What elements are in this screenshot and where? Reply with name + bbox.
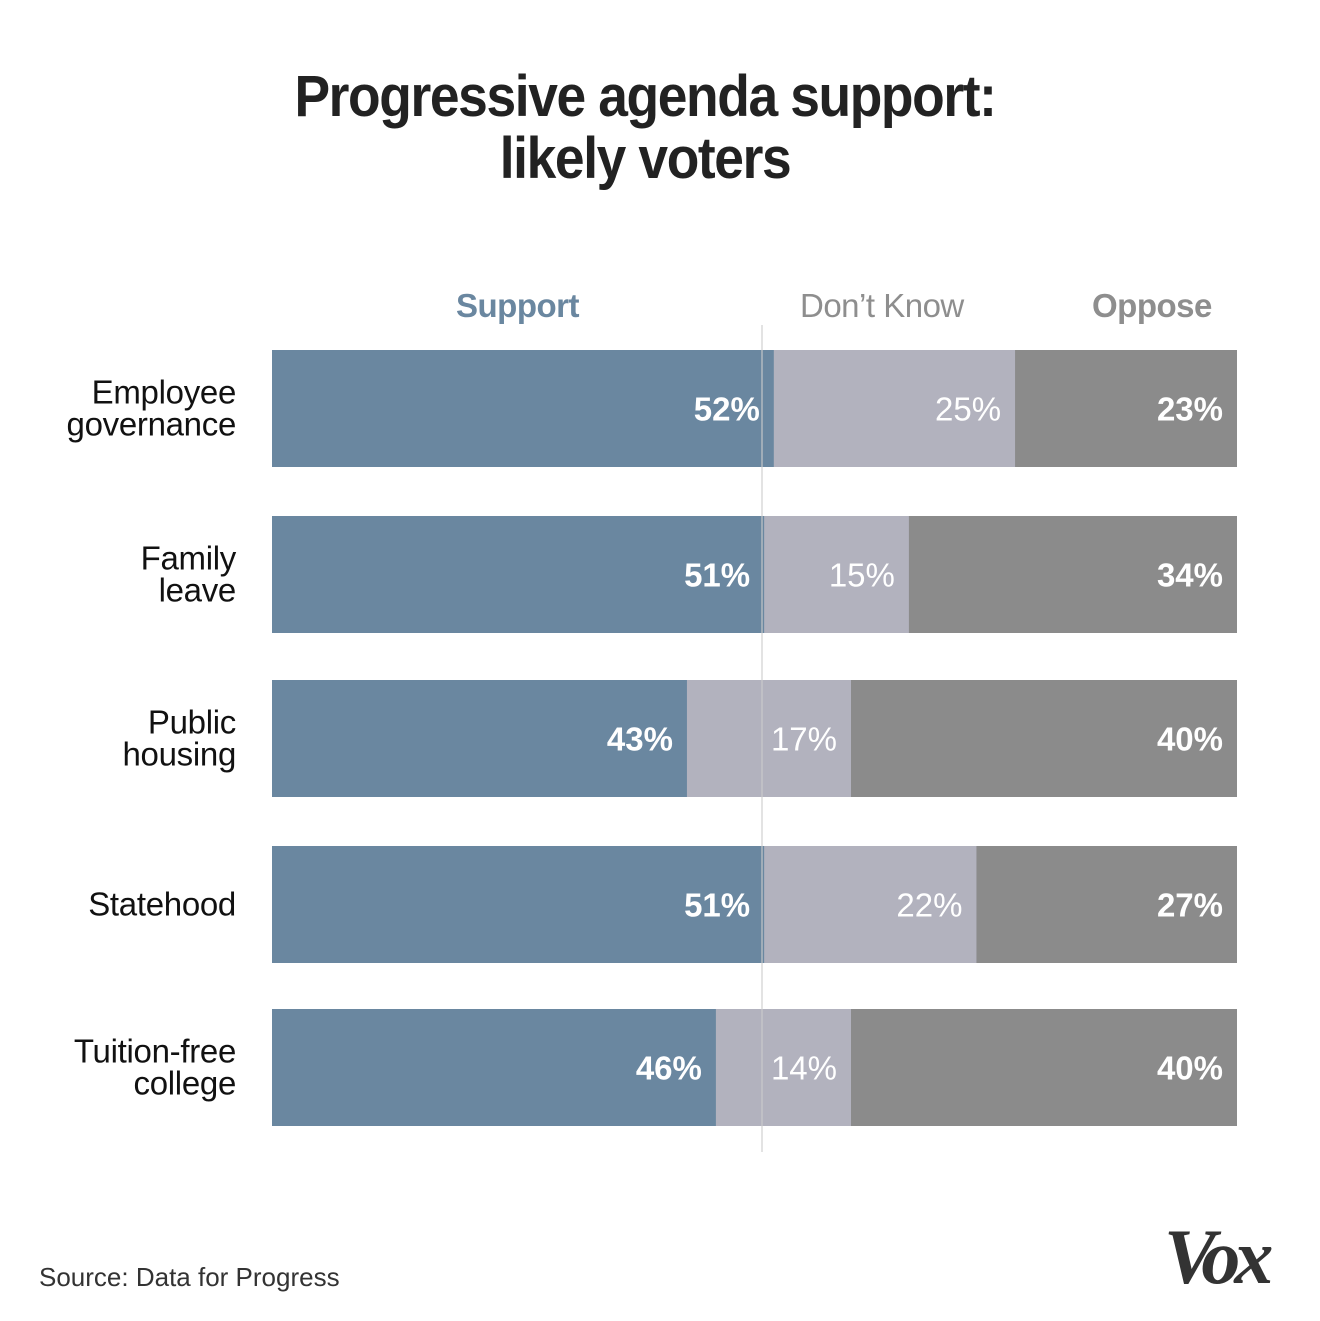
value-label-support: 51% <box>684 887 750 924</box>
category-label-line: governance <box>67 406 236 443</box>
bar-row-family-leave: 51% 15% 34% Family leave <box>141 516 1237 633</box>
value-label-don-t-know: 17% <box>771 721 837 758</box>
bar-row-statehood: 51% 22% 27% Statehood <box>88 846 1237 963</box>
bar-segment-oppose <box>976 846 1237 963</box>
value-label-oppose: 34% <box>1157 557 1223 594</box>
category-label: Tuition-free college <box>74 1033 236 1102</box>
legend-support: Support <box>456 287 579 324</box>
bar-segment-support <box>272 680 688 797</box>
value-label-oppose: 23% <box>1157 391 1223 428</box>
bar-row-employee-governance: 52% 25% 23% Employee governance <box>67 350 1237 467</box>
value-label-support: 52% <box>694 391 760 428</box>
value-label-oppose: 40% <box>1157 1050 1223 1087</box>
bar-segment-don-t-know <box>764 846 977 963</box>
bar-row-tuition-free-college: 46% 14% 40% Tuition-free college <box>74 1009 1237 1126</box>
bar-row-public-housing: 43% 17% 40% Public housing <box>123 680 1237 797</box>
value-label-oppose: 27% <box>1157 887 1223 924</box>
source-note: Source: Data for Progress <box>39 1262 340 1292</box>
bar-segment-oppose <box>851 680 1237 797</box>
bar-segment-oppose <box>908 516 1237 633</box>
bar-segment-oppose <box>851 1009 1237 1126</box>
vox-logo: Vox <box>1164 1213 1273 1300</box>
category-label-line: college <box>134 1065 236 1102</box>
category-label-line: Family <box>141 540 237 577</box>
category-label: Statehood <box>88 886 236 923</box>
category-label: Employee governance <box>67 374 236 443</box>
category-label-line: Employee <box>92 374 236 411</box>
bar-segment-don-t-know <box>715 1009 852 1126</box>
category-label-line: leave <box>159 572 236 609</box>
category-label: Family leave <box>141 540 237 609</box>
legend-oppose: Oppose <box>1092 287 1212 324</box>
category-label: Public housing <box>123 704 237 773</box>
bar-segment-support <box>272 350 775 467</box>
value-label-don-t-know: 14% <box>771 1050 837 1087</box>
chart-title-line-1: Progressive agenda support: <box>294 64 996 129</box>
value-label-don-t-know: 25% <box>935 391 1001 428</box>
category-label-line: Statehood <box>88 886 236 923</box>
bar-segment-support <box>272 1009 717 1126</box>
value-label-oppose: 40% <box>1157 721 1223 758</box>
bar-segment-oppose <box>1015 350 1237 467</box>
value-label-support: 51% <box>684 557 750 594</box>
legend-dont-know: Don’t Know <box>800 287 964 324</box>
category-label-line: Tuition-free <box>74 1033 236 1070</box>
bar-segment-support <box>272 516 765 633</box>
value-label-support: 43% <box>607 721 673 758</box>
category-label-line: Public <box>148 704 236 741</box>
value-label-don-t-know: 15% <box>829 557 895 594</box>
chart-title: Progressive agenda support: likely voter… <box>52 66 1239 190</box>
bar-segment-support <box>272 846 765 963</box>
bar-segment-don-t-know <box>764 516 910 633</box>
bar-segment-don-t-know <box>773 350 1016 467</box>
bar-segment-don-t-know <box>686 680 852 797</box>
value-label-support: 46% <box>636 1050 702 1087</box>
category-label-line: housing <box>123 736 237 773</box>
value-label-don-t-know: 22% <box>896 887 962 924</box>
chart-title-line-2: likely voters <box>499 126 792 191</box>
